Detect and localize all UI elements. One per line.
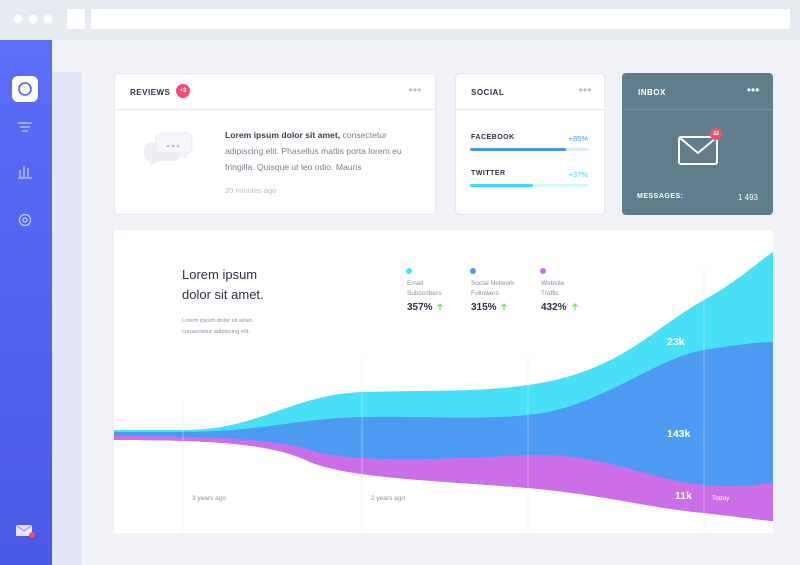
social-card (455, 73, 605, 215)
mail-icon[interactable] (15, 524, 35, 538)
social-change: +37% (568, 170, 588, 179)
window-dot (13, 14, 23, 24)
envelope-icon (678, 136, 718, 165)
progress-fill (470, 148, 566, 151)
up-arrows (437, 303, 578, 310)
reviews-card (114, 73, 436, 215)
time-label: 2 years ago (371, 495, 405, 502)
more-button[interactable]: ••• (747, 83, 760, 97)
more-button[interactable]: ••• (409, 83, 422, 97)
tab[interactable] (67, 9, 85, 29)
logo-mark (18, 82, 32, 96)
time-label: 1 year ago (539, 495, 570, 502)
sidebar-strip (52, 72, 82, 565)
legend-dot (470, 268, 476, 274)
filter-icon[interactable] (18, 122, 32, 132)
stream-website (114, 436, 773, 521)
window-dot (43, 14, 53, 24)
legend-growth: 315% (471, 302, 497, 313)
stats-icon[interactable] (18, 166, 32, 179)
legend-label: Website Traffic (541, 280, 565, 297)
review-time: 20 minutes ago (225, 186, 277, 195)
social-name: TWITTER (471, 170, 506, 177)
badge-text: +3 (179, 87, 187, 94)
legend-dot (406, 268, 412, 274)
card-title: REVIEWS (130, 88, 171, 97)
time-label: 3 years ago (192, 495, 226, 502)
badge-text: 32 (712, 130, 720, 137)
stream-label: 11k (675, 490, 692, 502)
settings-icon[interactable] (18, 213, 32, 227)
time-label: Today (712, 495, 730, 502)
chat-icon (144, 132, 193, 166)
inbox-card (622, 73, 773, 215)
card-title: SOCIAL (471, 88, 505, 97)
address-bar[interactable] (91, 9, 790, 29)
review-text: Lorem ipsum dolor sit amet, consectetur … (225, 127, 403, 175)
social-change: +85% (568, 134, 588, 143)
review-text-bold: Lorem ipsum dolor sit amet, (225, 130, 341, 140)
sidebar (0, 40, 52, 565)
window-dot (28, 14, 38, 24)
time-grid-overlay (182, 265, 705, 533)
stream-label: 23k (667, 336, 685, 348)
legend-label: Email Subscribers (407, 280, 442, 297)
logo[interactable] (12, 76, 38, 102)
legend-dot (540, 268, 546, 274)
card-title: INBOX (638, 88, 666, 97)
messages-count: 1 493 (737, 193, 758, 202)
social-name: FACEBOOK (471, 134, 515, 141)
badge (710, 128, 722, 140)
legend-growth: 357% (407, 302, 433, 313)
stream-label: 143k (667, 428, 691, 440)
more-button[interactable]: ••• (579, 83, 592, 97)
legend-label: Social Network Followers (471, 280, 515, 297)
overview-title: Lorem ipsum dolor sit amet. (182, 267, 264, 302)
overview-subtitle: Lorem ipsum dolor sit amet, consectetur … (182, 318, 254, 335)
badge (176, 84, 190, 98)
review-text-body: consectetur adipiscing elit. Phasellus m… (225, 130, 402, 172)
progress-fill (470, 184, 533, 187)
messages-label: MESSAGES: (637, 193, 684, 200)
legend-growth: 432% (541, 302, 567, 313)
